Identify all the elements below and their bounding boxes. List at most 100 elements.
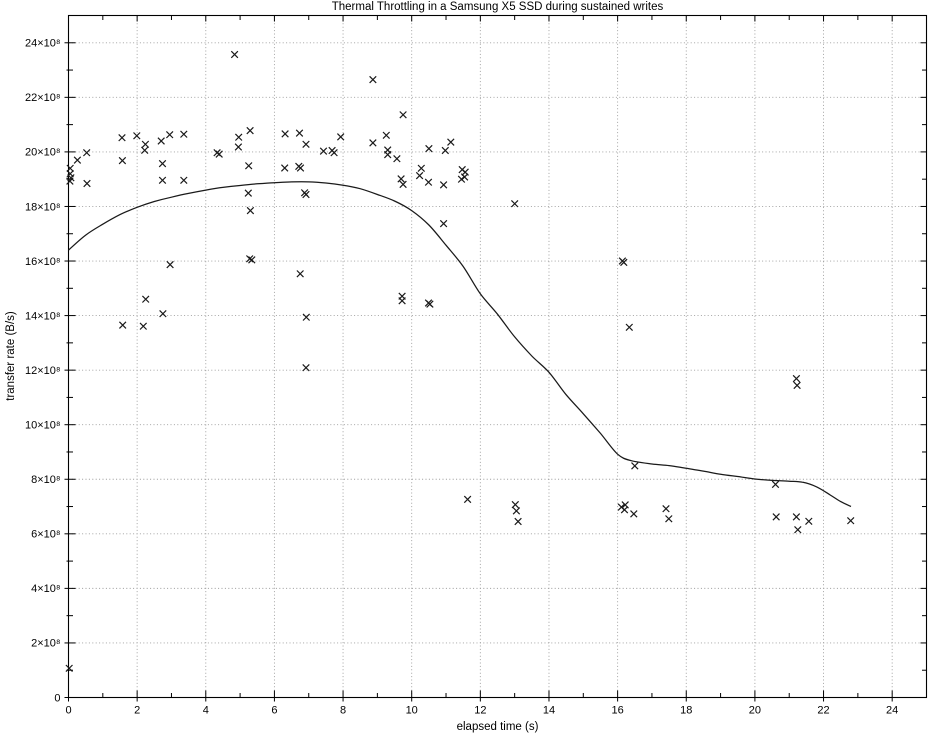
scatter-point	[180, 176, 188, 185]
grid-layer	[68, 15, 927, 698]
scatter-point	[398, 292, 406, 300]
scatter-point	[369, 139, 377, 147]
scatter-point	[447, 138, 455, 146]
scatter-point	[846, 516, 855, 525]
scatter-point	[399, 111, 407, 119]
scatter-point	[302, 190, 310, 199]
scatter-point	[793, 381, 801, 390]
scatter-point	[66, 164, 74, 173]
scatter-point	[133, 132, 141, 140]
scatter-point	[215, 150, 223, 158]
x-tick-label: 24	[886, 705, 898, 717]
y-tick-label: 20×10⁸	[25, 147, 61, 159]
x-tick-label: 20	[749, 705, 761, 717]
scatter-point	[424, 178, 433, 186]
scatter-point	[244, 162, 253, 170]
x-tick-label: 2	[134, 705, 140, 717]
axis-layer	[67, 14, 928, 699]
scatter-point	[792, 374, 801, 383]
x-tick-label: 8	[340, 705, 346, 717]
scatter-point	[439, 219, 448, 228]
scatter-point	[441, 146, 450, 155]
scatter-point	[511, 500, 520, 509]
y-axis-label: transfer rate (B/s)	[5, 311, 17, 401]
scatter-point	[369, 75, 377, 84]
scatter-point	[234, 133, 243, 141]
scatter-point	[230, 50, 239, 59]
scatter-point	[439, 181, 448, 189]
x-tick-label: 12	[474, 705, 486, 717]
scatter-point	[139, 322, 148, 330]
scatter-point	[141, 295, 150, 303]
scatter-point	[393, 154, 401, 163]
scatter-point	[772, 513, 780, 521]
scatter-point	[805, 517, 813, 526]
scatter-point	[248, 256, 256, 264]
scatter-point	[771, 480, 780, 489]
scatter-point	[794, 525, 802, 534]
scatter-point	[319, 147, 328, 155]
scatter-point	[295, 129, 304, 137]
scatter-point	[73, 156, 82, 164]
scatter-point	[463, 495, 472, 504]
scatter-point	[631, 462, 639, 470]
x-tick-label: 14	[543, 705, 555, 717]
scatter-point	[180, 130, 188, 138]
scatter-point	[630, 510, 638, 518]
scatter-point	[141, 140, 150, 149]
x-tick-label: 4	[203, 705, 209, 717]
scatter-point	[417, 164, 426, 173]
y-tick-label: 24×10⁸	[25, 38, 61, 50]
scatter-point	[415, 171, 424, 180]
scatter-point	[457, 175, 466, 183]
scatter-point	[280, 164, 289, 172]
y-tick-label: 10×10⁸	[25, 420, 61, 432]
scatter-point	[665, 515, 673, 523]
x-tick-label: 18	[680, 705, 692, 717]
scatter-point	[460, 173, 469, 181]
scatter-point	[330, 148, 338, 157]
x-tick-label: 6	[271, 705, 277, 717]
scatter-point	[510, 199, 519, 208]
scatter-point	[620, 506, 629, 514]
scatter-point	[159, 309, 167, 318]
scatter-point	[625, 323, 634, 332]
scatter-point	[234, 143, 243, 151]
x-tick-label: 0	[65, 705, 71, 717]
scatter-point	[246, 206, 255, 215]
scatter-point	[383, 146, 392, 154]
scatter-point	[166, 260, 174, 269]
y-tick-label: 0	[54, 692, 60, 704]
chart-title: Thermal Throttling in a Samsung X5 SSD d…	[331, 1, 664, 13]
x-tick-label: 10	[406, 705, 418, 717]
scatter-point	[245, 255, 254, 263]
y-tick-label: 22×10⁸	[25, 92, 61, 104]
scatter-point	[302, 363, 310, 372]
scatter-point	[66, 177, 74, 185]
scatter-point	[82, 148, 91, 157]
y-tick-label: 2×10⁸	[31, 638, 60, 650]
scatter-point	[158, 159, 167, 168]
scatter-point	[118, 133, 126, 142]
scatter-point	[662, 504, 670, 513]
scatter-point	[244, 189, 253, 197]
y-tick-label: 4×10⁸	[31, 583, 60, 595]
scatter-point	[399, 180, 407, 189]
scatter-point	[425, 144, 433, 153]
trend-line	[68, 181, 852, 508]
scatter-point	[83, 179, 91, 188]
scatter-point	[382, 131, 391, 140]
scatter-point	[246, 126, 254, 135]
scatter-point	[296, 164, 305, 172]
tick-layer	[64, 15, 927, 702]
plot-frame	[67, 14, 928, 699]
scatter-point	[426, 300, 434, 308]
scatter-point	[514, 517, 522, 526]
tick-label-layer: 0 2 4 6 8 10 12 14 16 18 20 22 2402×10⁸4×10⁸6×10⁸8×1…	[25, 38, 898, 717]
scatter-point	[397, 175, 405, 183]
scatter-layer	[65, 50, 855, 673]
y-tick-label: 16×10⁸	[25, 256, 61, 268]
scatter-point	[512, 507, 521, 515]
